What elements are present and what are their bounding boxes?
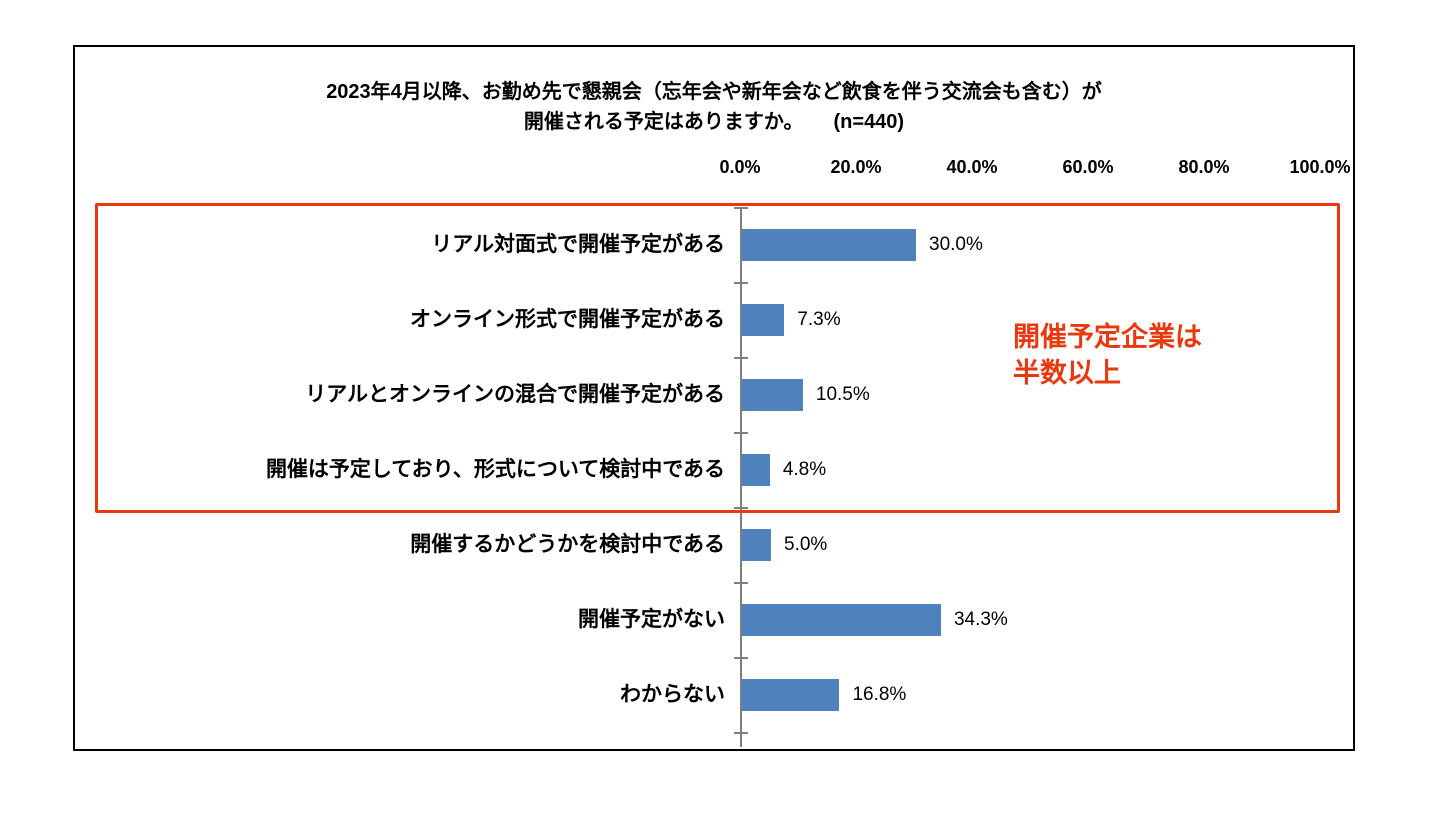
bar: [742, 679, 840, 711]
x-axis-tick-label: 100.0%: [1289, 157, 1351, 177]
x-axis-tick-label: 60.0%: [1062, 157, 1114, 177]
chart-frame: 2023年4月以降、お勤め先で懇親会（忘年会や新年会など飲食を伴う交流会も含む）…: [73, 45, 1355, 751]
bar: [742, 304, 785, 336]
category-label: 開催は予定しており、形式について検討中である: [265, 458, 725, 481]
bar: [742, 379, 803, 411]
annotation-line2: 半数以上: [1013, 358, 1121, 388]
bar-row: リアル対面式で開催予定がある 30.0%: [75, 207, 1353, 282]
category-label: リアルとオンラインの混合で開催予定がある: [305, 383, 725, 406]
category-axis-tick: [734, 357, 748, 359]
category-axis-tick: [734, 657, 748, 659]
plot-area: リアル対面式で開催予定がある 30.0% オンライン形式で開催予定がある 7.3% リア…: [75, 207, 1353, 747]
value-label: 10.5%: [815, 384, 870, 405]
bar: [742, 229, 916, 261]
category-axis-line: [740, 207, 742, 747]
category-label: わからない: [620, 683, 725, 706]
category-axis-tick: [734, 582, 748, 584]
value-label: 16.8%: [852, 684, 907, 705]
x-axis-labels: 0.0% 20.0% 40.0% 60.0% 80.0% 100.0%: [75, 157, 1353, 185]
annotation-line1: 開催予定企業は: [1013, 322, 1202, 352]
bar: [742, 454, 770, 486]
category-axis-tick: [734, 432, 748, 434]
bar-row: リアルとオンラインの混合で開催予定がある 10.5%: [75, 357, 1353, 432]
x-axis-tick-label: 40.0%: [946, 157, 998, 177]
bar: [742, 529, 771, 561]
category-axis-tick: [734, 282, 748, 284]
bar-row: 開催するかどうかを検討中である 5.0%: [75, 507, 1353, 582]
value-label: 7.3%: [797, 309, 841, 330]
annotation: 開催予定企業は 半数以上: [1013, 319, 1202, 391]
bar-row: 開催予定がない 34.3%: [75, 582, 1353, 657]
chart-title-line1: 2023年4月以降、お勤め先で懇親会（忘年会や新年会など飲食を伴う交流会も含む）…: [326, 81, 1102, 103]
value-label: 34.3%: [953, 609, 1008, 630]
bar-row: 開催は予定しており、形式について検討中である 4.8%: [75, 432, 1353, 507]
x-axis-tick-label: 0.0%: [719, 157, 761, 177]
value-label: 30.0%: [929, 234, 983, 255]
chart-title: 2023年4月以降、お勤め先で懇親会（忘年会や新年会など飲食を伴う交流会も含む）…: [75, 77, 1353, 137]
category-axis-tick: [734, 732, 748, 734]
category-label: リアル対面式で開催予定がある: [431, 233, 725, 256]
value-label: 5.0%: [784, 534, 828, 555]
bar-row: わからない 16.8%: [75, 657, 1353, 732]
x-axis-tick-label: 20.0%: [830, 157, 882, 177]
x-axis-tick-label: 80.0%: [1178, 157, 1230, 177]
category-label: オンライン形式で開催予定がある: [410, 308, 725, 331]
bar: [742, 604, 941, 636]
category-label: 開催するかどうかを検討中である: [410, 533, 725, 556]
value-label: 4.8%: [782, 459, 827, 480]
bar-row: オンライン形式で開催予定がある 7.3%: [75, 282, 1353, 357]
chart-title-line2: 開催される予定はありますか。 (n=440): [523, 111, 905, 133]
category-label: 開催予定がない: [578, 608, 725, 631]
category-axis-tick: [734, 507, 748, 509]
category-axis-tick: [734, 207, 748, 209]
